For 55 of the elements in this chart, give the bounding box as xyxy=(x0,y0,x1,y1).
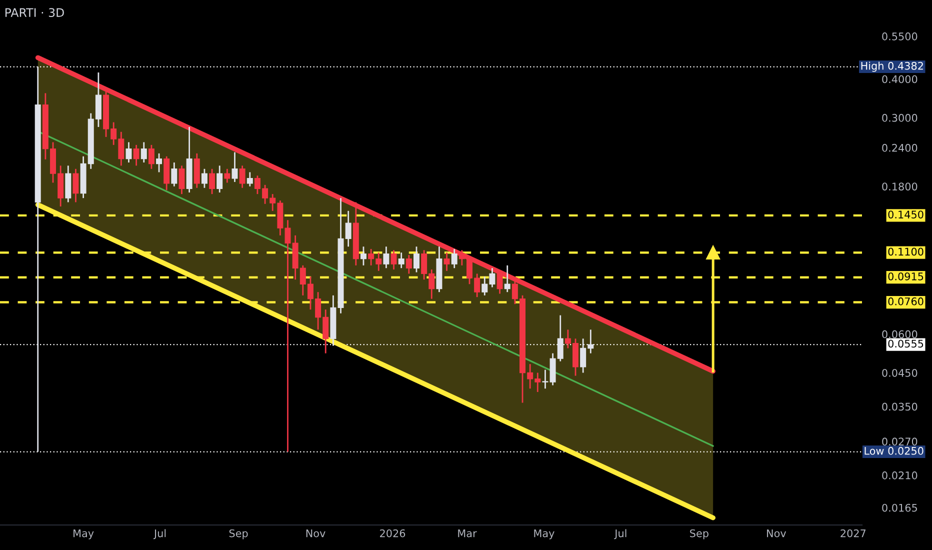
text: PARTI · 3D xyxy=(5,8,64,18)
candlestick xyxy=(133,144,140,166)
x-tick-label: Sep xyxy=(690,529,708,540)
ref-line-label: Low 0.0250 xyxy=(864,446,924,455)
candlestick xyxy=(413,246,420,273)
ref-line-label: 0.0555 xyxy=(888,340,924,348)
candlestick xyxy=(201,168,208,189)
candlestick xyxy=(246,172,253,188)
y-tick-label: 0.0600 xyxy=(882,330,918,338)
candlestick xyxy=(171,162,178,188)
candlestick xyxy=(148,144,154,170)
y-tick-label: 0.0350 xyxy=(882,402,918,411)
x-tick-label: Nov xyxy=(767,529,786,538)
candlestick xyxy=(209,168,216,195)
candlestick xyxy=(224,168,230,184)
x-tick-label: Jul xyxy=(153,529,166,540)
x-tick-label: Jul xyxy=(614,529,626,540)
ref-line-label: 0.1100 xyxy=(888,248,924,256)
y-tick-label: 0.0210 xyxy=(882,471,918,480)
candlestick xyxy=(444,252,450,272)
candlestick xyxy=(360,246,366,266)
candlestick xyxy=(390,249,397,270)
y-tick-label: 0.0270 xyxy=(882,438,918,446)
x-tick-label: Mar xyxy=(458,529,477,538)
y-tick-label: 0.4000 xyxy=(882,75,918,84)
candlestick xyxy=(239,164,246,189)
candlestick xyxy=(126,142,132,164)
y-tick-label: 0.0165 xyxy=(882,504,917,512)
candlestick xyxy=(451,248,458,269)
candlestick xyxy=(156,152,162,173)
ref-line-label: High 0.4382 xyxy=(861,62,923,72)
y-tick-label: 0.0450 xyxy=(882,368,918,377)
y-tick-label: 0.1800 xyxy=(882,182,918,190)
candlestick xyxy=(406,254,412,274)
candlestick xyxy=(504,264,510,293)
candlestick xyxy=(542,369,548,390)
x-tick-label: 2027 xyxy=(840,529,866,538)
ref-line-label: 0.0915 xyxy=(888,272,924,280)
x-tick-label: 2026 xyxy=(380,529,406,538)
x-tick-label: Nov xyxy=(306,529,326,538)
candlestick xyxy=(232,152,238,183)
candlestick xyxy=(72,168,79,203)
ref-line-label: 0.1450 xyxy=(888,210,924,218)
candlestick xyxy=(383,246,390,269)
candlestick xyxy=(140,142,147,164)
y-tick-label: 0.5500 xyxy=(882,32,918,40)
candlestick xyxy=(216,164,223,194)
x-tick-label: May xyxy=(534,529,554,540)
ref-line-label: 0.0760 xyxy=(888,297,924,306)
x-tick-label: May xyxy=(74,529,94,540)
x-tick-label: Sep xyxy=(229,529,248,540)
candlestick xyxy=(178,164,185,195)
candlestick xyxy=(398,252,404,269)
y-tick-label: 0.2400 xyxy=(882,144,918,152)
y-tick-label: 0.3000 xyxy=(882,114,918,122)
